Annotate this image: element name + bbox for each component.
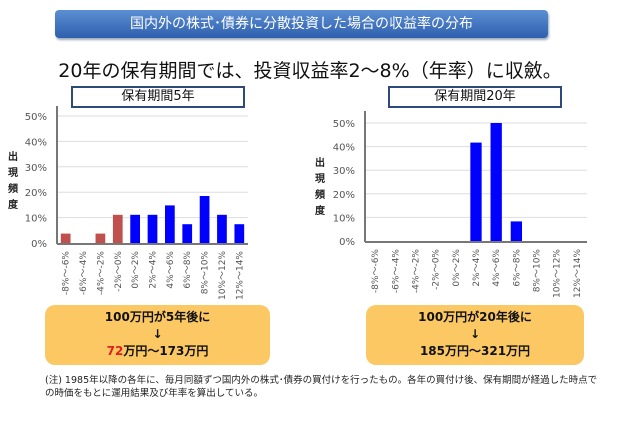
x-tick-label: 10%～12% — [553, 249, 563, 298]
x-tick-label: 6%～8% — [512, 249, 522, 287]
bar — [60, 233, 71, 243]
x-tick-label: 0%～2% — [131, 251, 141, 289]
y-tick-label: 30% — [333, 166, 355, 177]
bar — [217, 214, 227, 243]
x-tick-label: -2%～0% — [114, 251, 124, 292]
headline: 20年の保有期間では、投資収益率2～8%（年率）に収斂。 — [58, 60, 562, 82]
footnote: (注) 1985年以降の各年に、毎月同額ずつ国内外の株式･債券の買付けを行ったも… — [45, 375, 598, 399]
chart1: 0% 10% 20% 30% 40% 50% -8%～-6% -6%～-4% -4%～-2% -2… — [25, 106, 248, 300]
x-tick-label: 8%～10% — [201, 251, 211, 295]
callout-20y-line1: 100万円が20年後に — [418, 310, 532, 324]
chart1-ylabel: 出現頻度 — [8, 152, 18, 211]
bar — [490, 123, 502, 241]
x-tick-label: 2%～4% — [472, 249, 482, 287]
bar — [130, 214, 140, 243]
callout-5y: 100万円が5年後に ↓ 72万円～173万円 — [45, 305, 270, 365]
y-tick-label: 10% — [25, 214, 47, 225]
x-tick-label: 6%～8% — [183, 251, 193, 289]
y-tick-label: 20% — [333, 190, 355, 201]
y-tick-label: 50% — [25, 112, 47, 123]
callout-20y-rest: 万円～321万円 — [445, 344, 531, 358]
x-tick-label: 12%～14% — [235, 251, 245, 300]
down-arrow-icon: ↓ — [469, 327, 481, 341]
chart2-title: 保有期間20年 — [388, 86, 562, 108]
y-tick-label: 10% — [333, 213, 355, 224]
callout-5y-rest: 万円～173万円 — [123, 344, 209, 358]
y-tick-label: 20% — [25, 188, 47, 199]
callout-20y-low: 185 — [419, 344, 445, 358]
x-tick-label: 0%～2% — [452, 249, 462, 287]
x-tick-label: 4%～6% — [492, 249, 502, 287]
callout-20y-range: 185万円～321万円 — [366, 343, 584, 360]
callout-20y: 100万円が20年後に ↓ 185万円～321万円 — [366, 305, 584, 365]
bar — [510, 221, 523, 241]
callout-5y-low: 72 — [106, 344, 124, 358]
x-tick-label: -6%～-4% — [79, 251, 89, 295]
bar — [470, 142, 482, 241]
down-arrow-icon: ↓ — [152, 327, 163, 341]
bar — [199, 196, 210, 243]
x-tick-label: 10%～12% — [218, 251, 228, 300]
x-tick-label: -2%～0% — [432, 249, 442, 290]
chart2: 0% 10% 20% 30% 40% 50% -8%～-6% -6%～-4% -4%～-2% -2… — [333, 111, 587, 298]
x-tick-label: -8%～-6% — [62, 251, 72, 295]
x-tick-label: 2%～4% — [149, 251, 159, 289]
chart2-ylabel: 出現頻度 — [315, 158, 325, 217]
banner-title: 国内外の株式･債券に分散投資した場合の収益率の分布 — [55, 10, 548, 38]
y-tick-label: 0% — [339, 237, 355, 248]
y-tick-label: 30% — [25, 163, 47, 174]
x-tick-label: -6%～-4% — [391, 249, 401, 293]
x-tick-label: 8%～10% — [533, 249, 543, 293]
x-tick-label: 4%～6% — [166, 251, 176, 289]
x-tick-label: -4%～-2% — [96, 251, 106, 295]
bar — [234, 224, 245, 243]
x-tick-label: -4%～-2% — [411, 249, 421, 293]
bar — [112, 214, 123, 243]
callout-5y-line1: 100万円が5年後に — [104, 310, 211, 324]
bar — [147, 214, 158, 243]
y-tick-label: 0% — [31, 239, 47, 250]
y-tick-label: 40% — [333, 143, 355, 154]
bar — [95, 233, 106, 243]
callout-5y-range: 72万円～173万円 — [45, 343, 270, 360]
bar — [165, 205, 175, 243]
chart1-title: 保有期間5年 — [71, 86, 245, 108]
x-tick-label: 12%～14% — [573, 249, 583, 298]
y-tick-label: 50% — [333, 119, 355, 130]
x-tick-label: -8%～-6% — [371, 249, 381, 293]
bar — [182, 224, 193, 243]
y-tick-label: 40% — [25, 137, 47, 148]
